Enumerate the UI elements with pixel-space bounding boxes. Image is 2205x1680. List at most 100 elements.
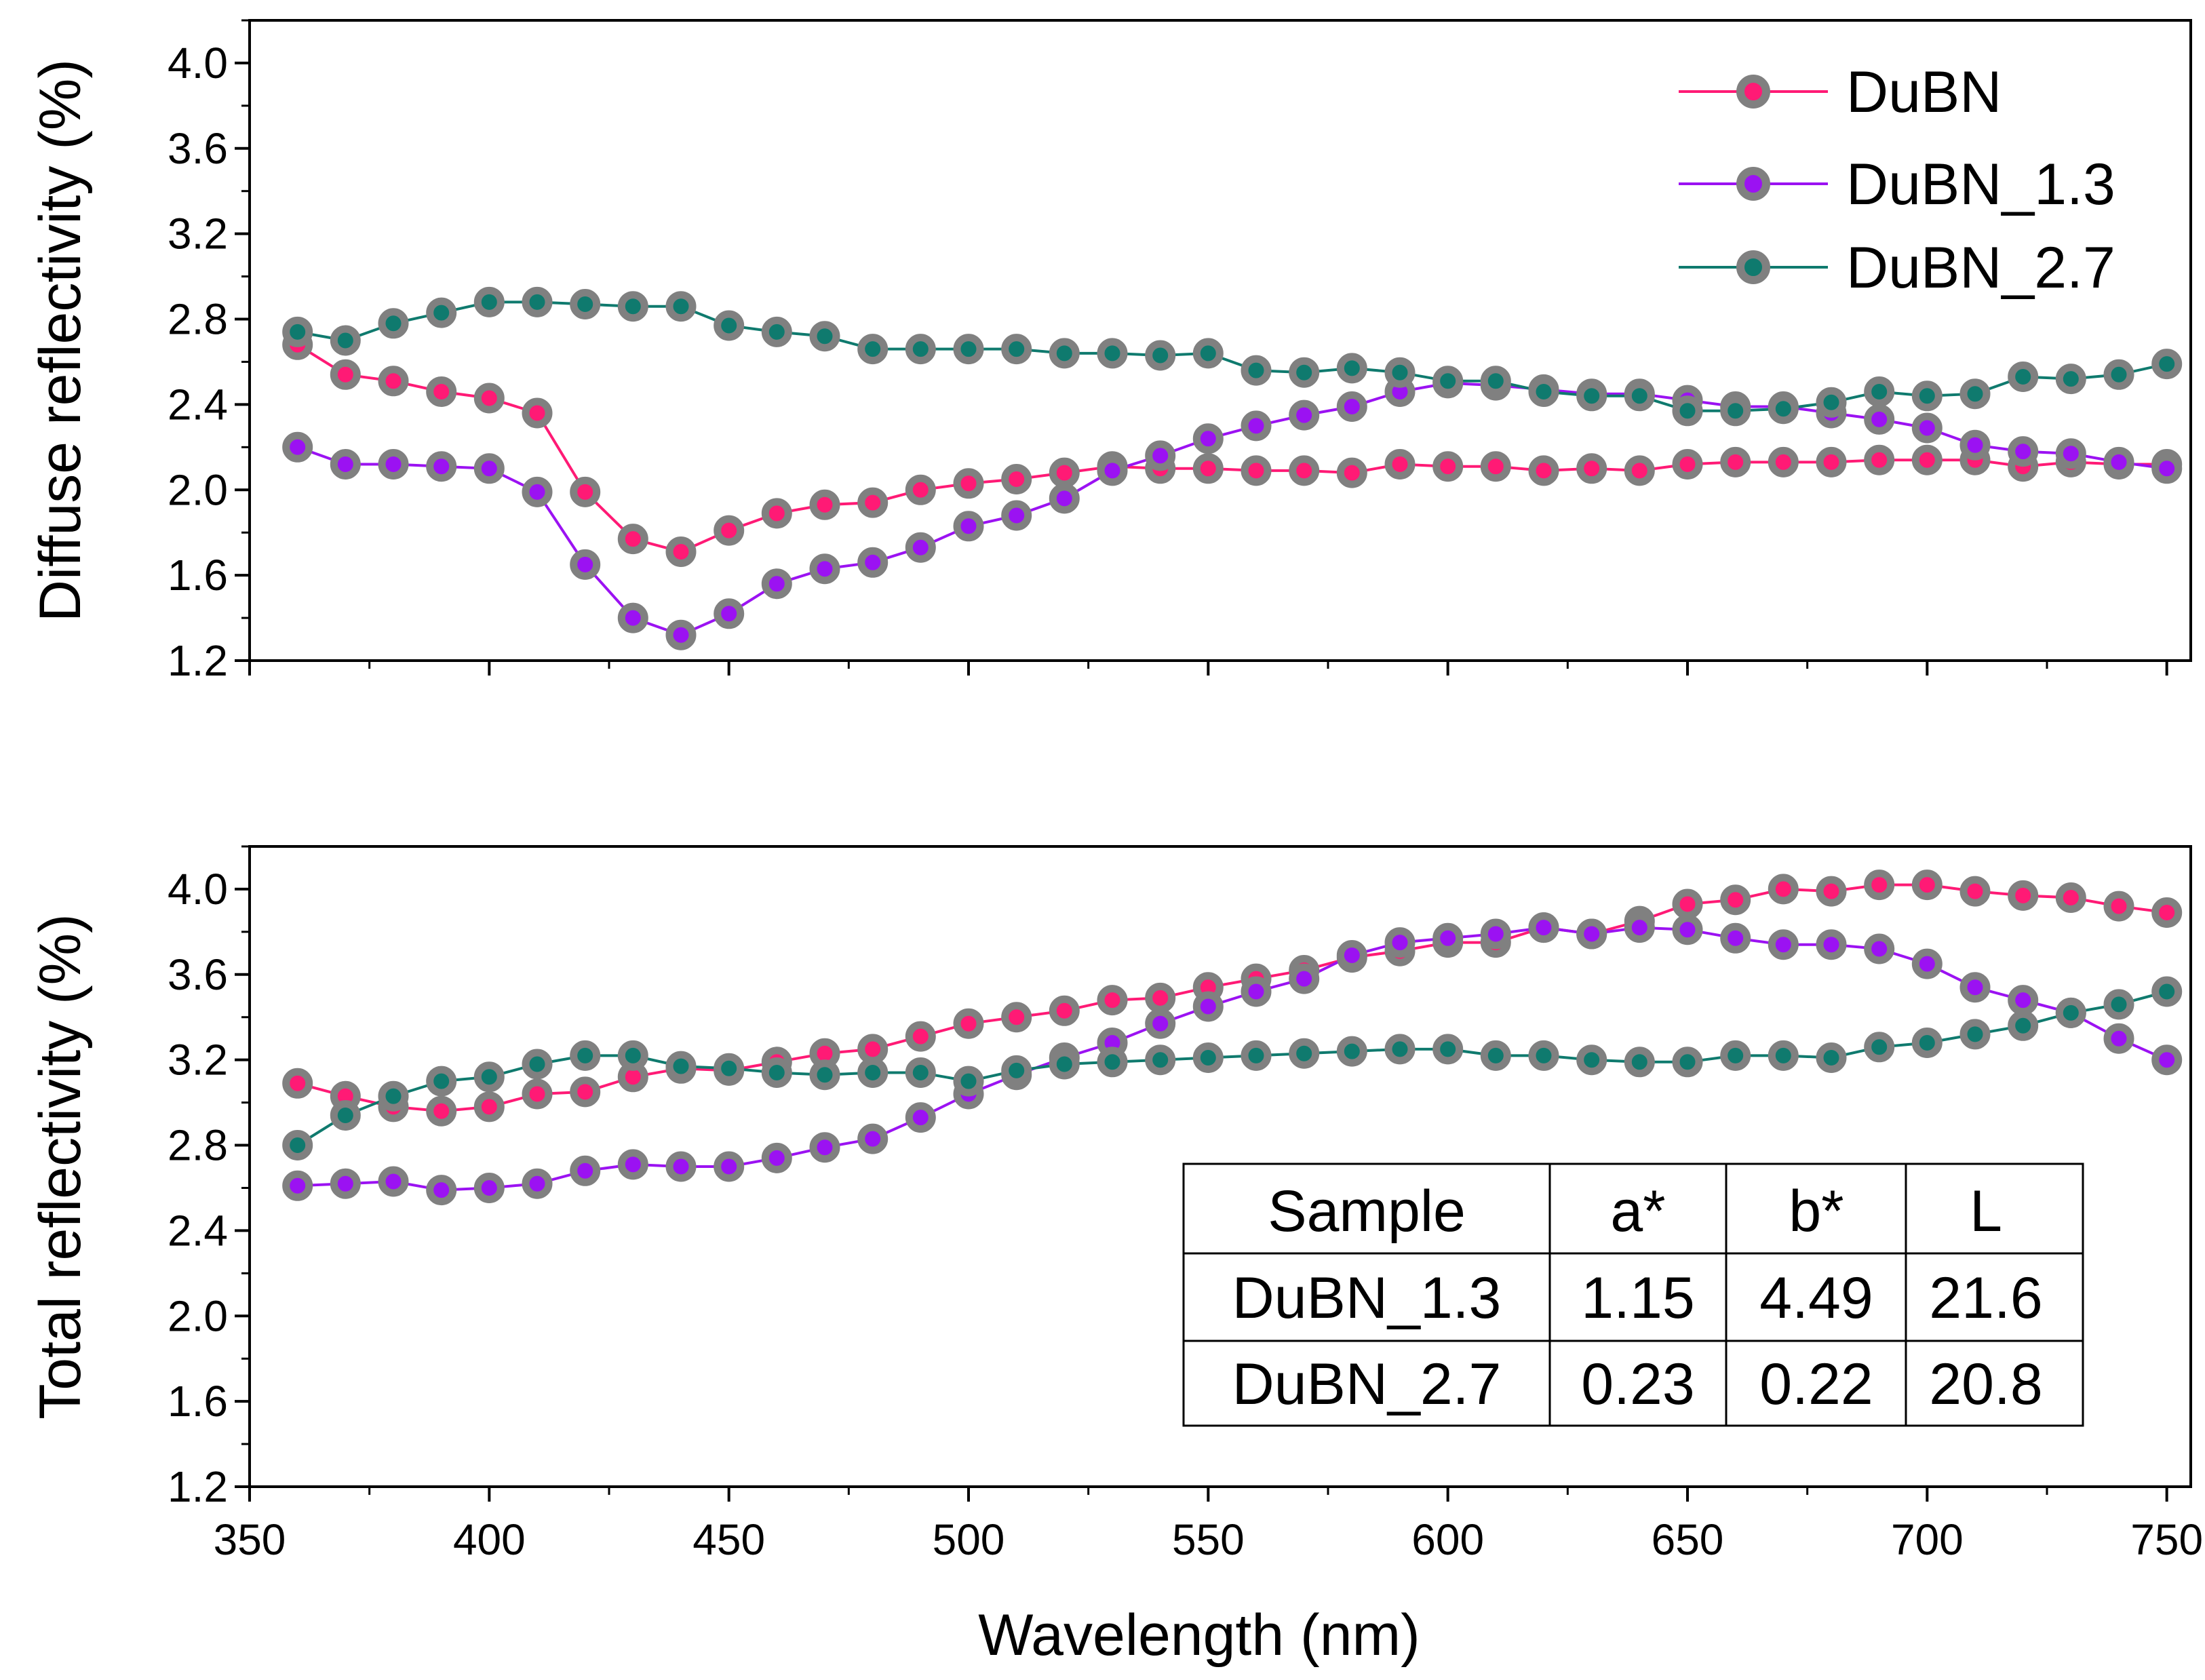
bottom-data-point-dubn-2-7 xyxy=(1720,1040,1751,1071)
bottom-data-point-dubn-1-3 xyxy=(378,1166,409,1197)
bottom-data-point-dubn-2-7 xyxy=(282,1130,313,1160)
top-data-point-dubn xyxy=(1528,455,1559,486)
top-data-point-dubn-2-7 xyxy=(522,286,553,317)
legend: DuBN DuBN_1.3 DuBN_2.7 xyxy=(1679,60,2115,300)
top-data-point-dubn-2-7 xyxy=(714,310,745,341)
top-data-point-dubn xyxy=(1001,464,1032,494)
bottom-data-point-dubn-2-7 xyxy=(1576,1044,1607,1076)
bottom-data-point-dubn-2-7 xyxy=(1336,1036,1367,1067)
table-cell: DuBN_1.3 xyxy=(1232,1266,1502,1331)
bottom-data-point-dubn-2-7 xyxy=(1864,1032,1895,1063)
top-data-point-dubn-2-7 xyxy=(1336,353,1367,384)
top-data-point-dubn xyxy=(761,498,792,529)
bottom-y-tick-label: 2.8 xyxy=(168,1121,228,1170)
top-data-point-dubn-2-7 xyxy=(570,289,601,319)
top-data-point-dubn xyxy=(617,524,648,555)
top-data-point-dubn xyxy=(953,468,984,499)
bottom-data-point-dubn-2-7 xyxy=(809,1059,840,1091)
bottom-x-axis-ticks: 350 400 450 500 550 600 650 700 750 xyxy=(214,1487,2203,1564)
table-cell: 20.8 xyxy=(1929,1352,2042,1417)
top-data-point-dubn-2-7 xyxy=(1001,334,1032,365)
bottom-data-point-dubn-1-3 xyxy=(1911,948,1943,979)
bottom-plot-frame xyxy=(248,845,2192,1488)
bottom-data-point-dubn-2-7 xyxy=(617,1040,648,1071)
top-data-point-dubn-2-7 xyxy=(1289,357,1320,388)
bottom-data-point-dubn xyxy=(1864,870,1895,901)
bottom-data-point-dubn xyxy=(1911,870,1943,901)
table-cell: 0.23 xyxy=(1581,1352,1694,1417)
bottom-data-point-dubn xyxy=(1816,876,1847,907)
bottom-data-point-dubn xyxy=(2103,891,2134,922)
bottom-data-point-dubn xyxy=(1672,888,1703,920)
top-data-point-dubn-2-7 xyxy=(1576,380,1607,412)
top-plot-frame xyxy=(248,19,2192,662)
bottom-data-point-dubn-2-7 xyxy=(1432,1034,1464,1065)
bottom-data-point-dubn-1-3 xyxy=(1192,991,1224,1022)
top-data-point-dubn-2-7 xyxy=(1768,393,1799,425)
top-data-point-dubn-2-7 xyxy=(378,308,409,339)
bottom-data-point-dubn xyxy=(953,1008,984,1039)
top-data-point-dubn-1-3 xyxy=(665,619,697,650)
top-data-point-dubn-2-7 xyxy=(857,334,889,365)
bottom-x-tick-label: 750 xyxy=(2130,1515,2203,1564)
bottom-data-point-dubn-2-7 xyxy=(1911,1028,1943,1058)
top-data-point-dubn xyxy=(1911,444,1943,475)
top-data-point-dubn xyxy=(809,489,840,520)
bottom-data-point-dubn-1-3 xyxy=(1959,972,1991,1003)
bottom-data-point-dubn-2-7 xyxy=(570,1040,601,1071)
top-data-point-dubn-1-3 xyxy=(714,598,745,629)
bottom-data-point-dubn xyxy=(857,1034,889,1065)
bottom-x-tick-label: 400 xyxy=(453,1515,526,1564)
top-data-point-dubn-2-7 xyxy=(1480,366,1511,397)
bottom-data-point-dubn-1-3 xyxy=(1336,940,1367,971)
top-data-point-dubn xyxy=(714,515,745,546)
top-data-point-dubn-2-7 xyxy=(665,291,697,322)
top-data-point-dubn xyxy=(665,536,697,567)
bottom-data-point-dubn-1-3 xyxy=(761,1142,792,1173)
top-data-point-dubn-2-7 xyxy=(426,297,457,328)
bottom-data-point-dubn-1-3 xyxy=(1289,963,1320,994)
table-cell: 4.49 xyxy=(1759,1266,1873,1331)
bottom-data-point-dubn-1-3 xyxy=(617,1149,648,1180)
top-data-point-dubn-2-7 xyxy=(1816,387,1847,418)
top-data-point-dubn-1-3 xyxy=(378,449,409,480)
top-y-tick-label: 4.0 xyxy=(168,39,228,87)
top-data-point-dubn-2-7 xyxy=(1624,380,1655,412)
top-y-tick-label: 1.2 xyxy=(168,636,228,685)
bottom-data-point-dubn-2-7 xyxy=(1768,1040,1799,1071)
bottom-data-point-dubn-1-3 xyxy=(1816,929,1847,960)
top-data-point-dubn-1-3 xyxy=(1001,500,1032,531)
bottom-data-point-dubn-1-3 xyxy=(426,1175,457,1206)
bottom-data-point-dubn-1-3 xyxy=(665,1151,697,1182)
top-data-point-dubn-1-3 xyxy=(1864,404,1895,435)
table-header-cell: Sample xyxy=(1268,1179,1466,1244)
top-data-point-dubn-2-7 xyxy=(953,334,984,365)
top-data-point-dubn-2-7 xyxy=(761,316,792,347)
top-data-point-dubn xyxy=(1624,455,1655,486)
top-data-point-dubn xyxy=(426,376,457,407)
top-data-point-dubn xyxy=(905,474,936,505)
bottom-data-point-dubn-2-7 xyxy=(665,1051,697,1082)
top-data-point-dubn xyxy=(522,397,553,429)
top-data-point-dubn-1-3 xyxy=(617,602,648,633)
bottom-data-point-dubn-2-7 xyxy=(2151,976,2183,1007)
legend-label-dubn: DuBN xyxy=(1846,60,2002,125)
top-data-point-dubn xyxy=(1192,453,1224,484)
top-data-point-dubn xyxy=(1336,457,1367,488)
top-data-point-dubn xyxy=(1576,453,1607,484)
top-data-point-dubn-1-3 xyxy=(2008,436,2039,467)
top-data-point-dubn-2-7 xyxy=(1720,395,1751,427)
top-data-point-dubn xyxy=(1480,451,1511,482)
table-border xyxy=(1182,1163,2084,1427)
top-data-point-dubn-1-3 xyxy=(1336,391,1367,422)
bottom-data-point-dubn-1-3 xyxy=(1576,918,1607,950)
top-data-point-dubn xyxy=(570,476,601,507)
top-data-point-dubn-1-3 xyxy=(522,476,553,507)
bottom-data-point-dubn xyxy=(1001,1002,1032,1033)
bottom-data-point-dubn xyxy=(1049,995,1080,1026)
top-data-point-dubn-1-3 xyxy=(570,549,601,580)
bottom-data-point-dubn-1-3 xyxy=(2151,1044,2183,1076)
top-data-point-dubn-1-3 xyxy=(1959,429,1991,461)
bottom-data-point-dubn-1-3 xyxy=(1384,927,1416,958)
bottom-data-point-dubn xyxy=(570,1076,601,1108)
